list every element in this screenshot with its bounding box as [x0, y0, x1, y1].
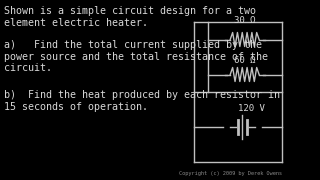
- Text: 60 Ω: 60 Ω: [234, 55, 255, 64]
- Text: Copyright (c) 2009 by Derek Owens: Copyright (c) 2009 by Derek Owens: [179, 171, 282, 176]
- Text: Shown is a simple circuit design for a two
element electric heater.: Shown is a simple circuit design for a t…: [4, 6, 256, 28]
- Text: b)  Find the heat produced by each resistor in
15 seconds of operation.: b) Find the heat produced by each resist…: [4, 90, 280, 112]
- Text: 30 Ω: 30 Ω: [234, 15, 255, 24]
- Text: 120 V: 120 V: [238, 104, 265, 113]
- Text: a)   Find the total current supplied by the
power source and the total resistanc: a) Find the total current supplied by th…: [4, 40, 268, 73]
